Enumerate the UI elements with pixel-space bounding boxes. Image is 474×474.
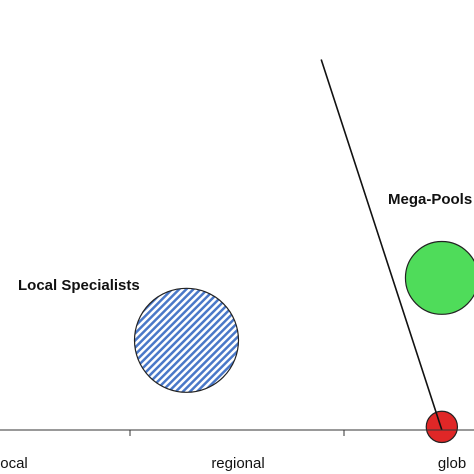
- bubble-point: [404, 240, 474, 315]
- annotation-label: Mega-Pools: [388, 191, 472, 208]
- x-tick-label: ocal: [0, 455, 28, 472]
- annotation-label: Local Specialists: [18, 277, 140, 294]
- bubbles-layer: [133, 240, 474, 444]
- annotations: Local Specialists Mega-Pools: [18, 191, 472, 294]
- divider-line: [320, 59, 443, 431]
- bubble-point: [425, 410, 459, 444]
- bubble-point: [133, 287, 240, 393]
- x-tick-label: glob: [438, 455, 466, 472]
- x-tick-label: regional: [211, 455, 264, 472]
- x-axis-ticks: ocal regional glob: [0, 430, 466, 472]
